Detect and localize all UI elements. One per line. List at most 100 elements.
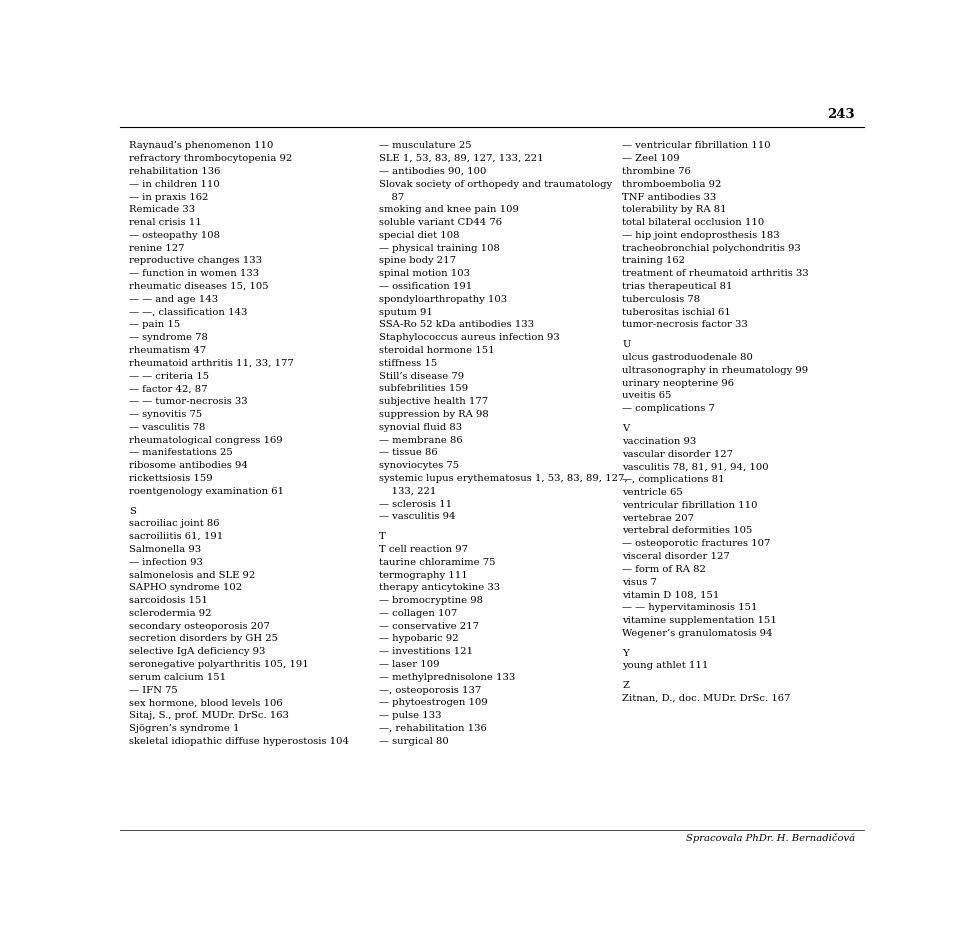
Text: taurine chloramime 75: taurine chloramime 75 — [379, 558, 495, 566]
Text: tolerability by RA 81: tolerability by RA 81 — [622, 206, 727, 214]
Text: — physical training 108: — physical training 108 — [379, 244, 500, 252]
Text: S: S — [129, 506, 135, 516]
Text: —, rehabilitation 136: —, rehabilitation 136 — [379, 724, 487, 733]
Text: 87: 87 — [379, 192, 404, 202]
Text: sarcoidosis 151: sarcoidosis 151 — [129, 596, 207, 605]
Text: — musculature 25: — musculature 25 — [379, 141, 471, 150]
Text: secondary osteoporosis 207: secondary osteoporosis 207 — [129, 622, 270, 630]
Text: thrombine 76: thrombine 76 — [622, 167, 691, 176]
Text: — antibodies 90, 100: — antibodies 90, 100 — [379, 167, 487, 176]
Text: Spracovala PhDr. H. Bernadičová: Spracovala PhDr. H. Bernadičová — [686, 833, 855, 843]
Text: — hypobaric 92: — hypobaric 92 — [379, 634, 459, 644]
Text: ventricle 65: ventricle 65 — [622, 488, 683, 497]
Text: Raynaud’s phenomenon 110: Raynaud’s phenomenon 110 — [129, 141, 274, 150]
Text: Staphylococcus aureus infection 93: Staphylococcus aureus infection 93 — [379, 333, 560, 342]
Text: SSA-Ro 52 kDa antibodies 133: SSA-Ro 52 kDa antibodies 133 — [379, 321, 534, 329]
Text: — infection 93: — infection 93 — [129, 558, 203, 566]
Text: uveitis 65: uveitis 65 — [622, 391, 672, 401]
Text: synoviocytes 75: synoviocytes 75 — [379, 461, 459, 470]
Text: Y: Y — [622, 648, 629, 658]
Text: visus 7: visus 7 — [622, 578, 657, 586]
Text: — conservative 217: — conservative 217 — [379, 622, 479, 630]
Text: reproductive changes 133: reproductive changes 133 — [129, 256, 262, 266]
Text: — ossification 191: — ossification 191 — [379, 282, 472, 291]
Text: SAPHO syndrome 102: SAPHO syndrome 102 — [129, 584, 242, 592]
Text: synovial fluid 83: synovial fluid 83 — [379, 423, 462, 432]
Text: — vasculitis 94: — vasculitis 94 — [379, 512, 455, 522]
Text: Zitnan, D., doc. MUDr. DrSc. 167: Zitnan, D., doc. MUDr. DrSc. 167 — [622, 694, 791, 703]
Text: — pulse 133: — pulse 133 — [379, 711, 442, 721]
Text: treatment of rheumatoid arthritis 33: treatment of rheumatoid arthritis 33 — [622, 269, 809, 278]
Text: visceral disorder 127: visceral disorder 127 — [622, 552, 730, 561]
Text: 243: 243 — [828, 108, 855, 121]
Text: — — tumor-necrosis 33: — — tumor-necrosis 33 — [129, 397, 248, 407]
Text: tuberositas ischial 61: tuberositas ischial 61 — [622, 307, 731, 317]
Text: T cell reaction 97: T cell reaction 97 — [379, 545, 468, 554]
Text: — membrane 86: — membrane 86 — [379, 436, 463, 445]
Text: refractory thrombocytopenia 92: refractory thrombocytopenia 92 — [129, 154, 292, 163]
Text: seronegative polyarthritis 105, 191: seronegative polyarthritis 105, 191 — [129, 660, 309, 669]
Text: vascular disorder 127: vascular disorder 127 — [622, 449, 733, 459]
Text: suppression by RA 98: suppression by RA 98 — [379, 410, 489, 419]
Text: rickettsiosis 159: rickettsiosis 159 — [129, 474, 212, 483]
Text: — complications 7: — complications 7 — [622, 405, 715, 413]
Text: rheumatoid arthritis 11, 33, 177: rheumatoid arthritis 11, 33, 177 — [129, 359, 294, 367]
Text: steroidal hormone 151: steroidal hormone 151 — [379, 346, 494, 355]
Text: systemic lupus erythematosus 1, 53, 83, 89, 127,: systemic lupus erythematosus 1, 53, 83, … — [379, 474, 628, 483]
Text: — collagen 107: — collagen 107 — [379, 609, 457, 618]
Text: therapy anticytokine 33: therapy anticytokine 33 — [379, 584, 500, 592]
Text: trias therapeutical 81: trias therapeutical 81 — [622, 282, 732, 291]
Text: sacroiliac joint 86: sacroiliac joint 86 — [129, 520, 220, 528]
Text: — vasculitis 78: — vasculitis 78 — [129, 423, 205, 432]
Text: — bromocryptine 98: — bromocryptine 98 — [379, 596, 483, 605]
Text: termography 111: termography 111 — [379, 570, 468, 580]
Text: — phytoestrogen 109: — phytoestrogen 109 — [379, 699, 488, 707]
Text: Salmonella 93: Salmonella 93 — [129, 545, 201, 554]
Text: spinal motion 103: spinal motion 103 — [379, 269, 469, 278]
Text: Sjögren’s syndrome 1: Sjögren’s syndrome 1 — [129, 724, 239, 733]
Text: sex hormone, blood levels 106: sex hormone, blood levels 106 — [129, 699, 282, 707]
Text: smoking and knee pain 109: smoking and knee pain 109 — [379, 206, 518, 214]
Text: subfebrilities 159: subfebrilities 159 — [379, 385, 468, 393]
Text: SLE 1, 53, 83, 89, 127, 133, 221: SLE 1, 53, 83, 89, 127, 133, 221 — [379, 154, 543, 163]
Text: — manifestations 25: — manifestations 25 — [129, 448, 232, 457]
Text: sputum 91: sputum 91 — [379, 307, 433, 317]
Text: — form of RA 82: — form of RA 82 — [622, 565, 706, 574]
Text: special diet 108: special diet 108 — [379, 231, 460, 240]
Text: — in praxis 162: — in praxis 162 — [129, 192, 208, 202]
Text: Slovak society of orthopedy and traumatology: Slovak society of orthopedy and traumato… — [379, 180, 612, 188]
Text: rheumatic diseases 15, 105: rheumatic diseases 15, 105 — [129, 282, 269, 291]
Text: ultrasonography in rheumatology 99: ultrasonography in rheumatology 99 — [622, 366, 808, 375]
Text: spondyloarthropathy 103: spondyloarthropathy 103 — [379, 295, 507, 304]
Text: spine body 217: spine body 217 — [379, 256, 456, 266]
Text: skeletal idiopathic diffuse hyperostosis 104: skeletal idiopathic diffuse hyperostosis… — [129, 737, 348, 745]
Text: — —, classification 143: — —, classification 143 — [129, 307, 248, 317]
Text: vaccination 93: vaccination 93 — [622, 437, 696, 446]
Text: subjective health 177: subjective health 177 — [379, 397, 488, 407]
Text: — hip joint endoprosthesis 183: — hip joint endoprosthesis 183 — [622, 231, 780, 240]
Text: rheumatism 47: rheumatism 47 — [129, 346, 206, 355]
Text: renine 127: renine 127 — [129, 244, 184, 252]
Text: thromboembolia 92: thromboembolia 92 — [622, 180, 722, 188]
Text: stiffness 15: stiffness 15 — [379, 359, 437, 367]
Text: Still’s disease 79: Still’s disease 79 — [379, 371, 464, 381]
Text: — sclerosis 11: — sclerosis 11 — [379, 500, 452, 508]
Text: roentgenology examination 61: roentgenology examination 61 — [129, 486, 284, 496]
Text: ribosome antibodies 94: ribosome antibodies 94 — [129, 461, 248, 470]
Text: sclerodermia 92: sclerodermia 92 — [129, 609, 211, 618]
Text: Wegener’s granulomatosis 94: Wegener’s granulomatosis 94 — [622, 628, 773, 638]
Text: U: U — [622, 340, 631, 349]
Text: renal crisis 11: renal crisis 11 — [129, 218, 202, 228]
Text: Remicade 33: Remicade 33 — [129, 206, 195, 214]
Text: — — and age 143: — — and age 143 — [129, 295, 218, 304]
Text: — Zeel 109: — Zeel 109 — [622, 154, 680, 163]
Text: total bilateral occlusion 110: total bilateral occlusion 110 — [622, 218, 764, 228]
Text: 133, 221: 133, 221 — [379, 486, 436, 496]
Text: young athlet 111: young athlet 111 — [622, 662, 708, 670]
Text: selective IgA deficiency 93: selective IgA deficiency 93 — [129, 647, 265, 656]
Text: V: V — [622, 424, 630, 433]
Text: secretion disorders by GH 25: secretion disorders by GH 25 — [129, 634, 278, 644]
Text: —, osteoporosis 137: —, osteoporosis 137 — [379, 685, 481, 695]
Text: vitamine supplementation 151: vitamine supplementation 151 — [622, 616, 777, 625]
Text: — laser 109: — laser 109 — [379, 660, 440, 669]
